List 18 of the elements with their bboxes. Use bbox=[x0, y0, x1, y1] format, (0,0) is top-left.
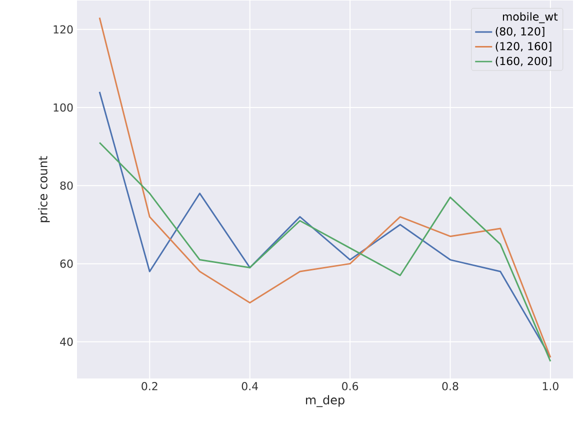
x-tick-label: 1.0 bbox=[542, 382, 558, 391]
x-tick-label: 0.8 bbox=[442, 382, 458, 391]
y-tick-label: 80 bbox=[60, 182, 73, 190]
legend-label: (160, 200] bbox=[496, 56, 552, 67]
legend-label: (120, 160] bbox=[496, 42, 552, 52]
y-axis-title: price count bbox=[38, 156, 50, 222]
y-tick-label: 100 bbox=[54, 104, 73, 112]
line-series bbox=[98, 91, 552, 358]
legend-title: mobile_wt bbox=[502, 12, 558, 24]
y-tick-label: 120 bbox=[54, 26, 73, 34]
line-series bbox=[98, 142, 552, 362]
y-tick-label: 40 bbox=[60, 338, 73, 346]
x-axis-title: m_dep bbox=[306, 395, 344, 408]
x-tick-label: 0.2 bbox=[142, 382, 158, 391]
x-tick-label: 0.4 bbox=[242, 382, 258, 391]
legend-label: (80, 120] bbox=[496, 27, 544, 38]
y-tick-label: 60 bbox=[60, 260, 73, 268]
x-tick-label: 0.6 bbox=[342, 382, 358, 391]
